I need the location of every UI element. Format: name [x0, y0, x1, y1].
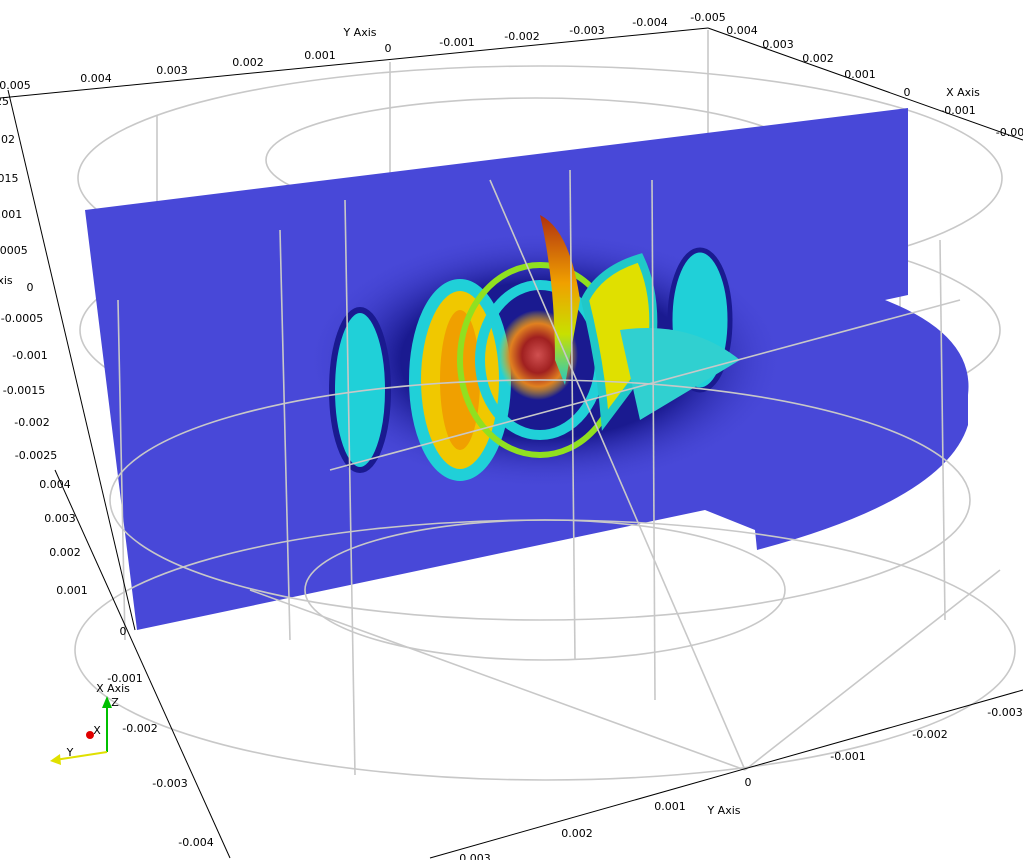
tick-label: 25: [0, 95, 9, 108]
tick-label: 02: [1, 133, 15, 146]
axis-title: Y: [66, 746, 74, 759]
wave-field: [305, 215, 785, 490]
tick-label: 0.002: [561, 827, 593, 840]
tick-label: 015: [0, 172, 19, 185]
tick-label: .001: [0, 208, 22, 221]
tick-label: -0.001: [107, 672, 142, 685]
tick-label: -0.001: [940, 104, 975, 117]
tick-label: -0.0025: [15, 449, 57, 462]
tick-label: 0: [27, 281, 34, 294]
tick-label: 0.004: [39, 478, 71, 491]
tick-label: .0005: [0, 244, 28, 257]
tick-label: -0.003: [987, 706, 1022, 719]
tick-label: 0.003: [762, 38, 794, 51]
tick-label: -0.001: [439, 36, 474, 49]
tick-label: -0.004: [178, 836, 213, 849]
axis-title: X Axis: [96, 682, 130, 695]
tick-label: -0.002: [14, 416, 49, 429]
axis-title: Y Axis: [342, 26, 376, 39]
tick-label: 0.002: [232, 56, 264, 69]
tick-label: -0.001: [12, 349, 47, 362]
tick-label: 0.004: [80, 72, 112, 85]
axis-lines: [0, 27, 1023, 859]
tick-label: -0.001: [830, 750, 865, 763]
tick-label: 0.001: [304, 49, 336, 62]
tick-label: -0.002: [504, 30, 539, 43]
tick-label: 0.003: [156, 64, 188, 77]
tick-label: 0.001: [654, 800, 686, 813]
tick-label: -0.0015: [3, 384, 45, 397]
tick-label: 0.005: [0, 79, 31, 92]
tick-label: 0: [904, 86, 911, 99]
tick-label: -0.003: [569, 24, 604, 37]
tick-label: 0.002: [802, 52, 834, 65]
axis-title: Y Axis: [706, 804, 740, 817]
tick-label: 0.003: [44, 512, 76, 525]
tick-label: 0: [120, 625, 127, 638]
tick-label: 0.001: [56, 584, 88, 597]
axis-title: xis: [0, 274, 13, 287]
tick-label: 0: [745, 776, 752, 789]
tick-label: -0.002: [122, 722, 157, 735]
tick-label: -0.0005: [1, 312, 43, 325]
axis-title: X: [93, 724, 101, 737]
axis-title: X Axis: [946, 86, 980, 99]
tick-label: 0: [385, 42, 392, 55]
tick-label: 0.004: [726, 24, 758, 37]
tick-label: 0.003: [459, 852, 491, 860]
tick-label: 0.001: [844, 68, 876, 81]
tick-label: 0.002: [49, 546, 81, 559]
tick-label: -0.003: [152, 777, 187, 790]
orientation-axes: [50, 696, 112, 765]
axis-title: Z: [111, 696, 119, 709]
tick-label: -0.002: [912, 728, 947, 741]
tick-label: -0.004: [632, 16, 667, 29]
tick-label: -0.005: [690, 11, 725, 24]
tick-label: -0.00: [996, 126, 1023, 139]
